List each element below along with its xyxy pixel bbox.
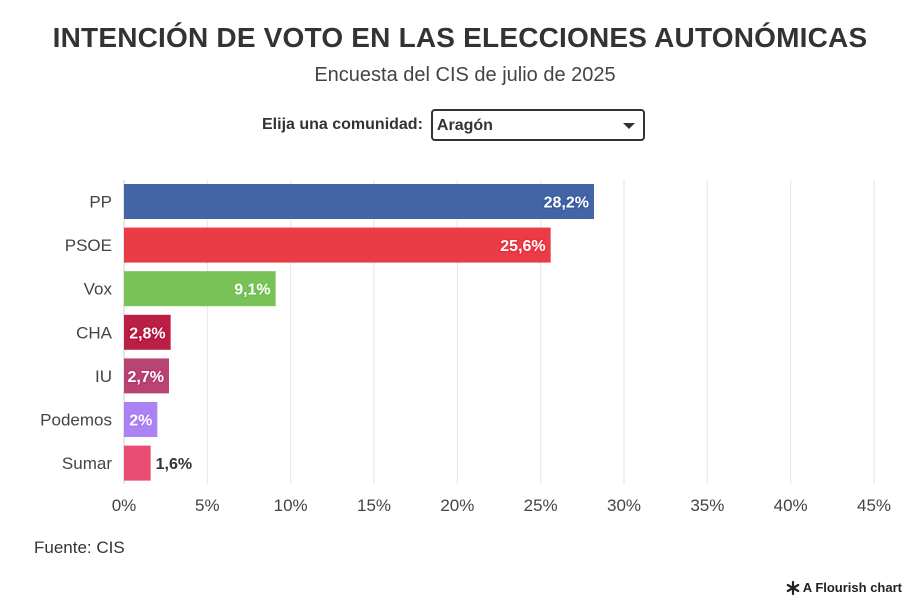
category-label: PSOE — [65, 236, 112, 255]
flourish-credit-link[interactable]: A Flourish chart — [786, 580, 902, 595]
x-tick-label: 15% — [357, 496, 391, 515]
bar-psoe[interactable] — [124, 227, 551, 263]
x-tick-label: 35% — [690, 496, 724, 515]
bar-pp[interactable] — [124, 184, 594, 219]
bar-sumar[interactable] — [124, 445, 151, 481]
x-tick-label: 20% — [440, 496, 474, 515]
chart-subtitle: Encuesta del CIS de julio de 2025 — [314, 64, 616, 86]
x-tick-label: 0% — [112, 496, 137, 515]
flourish-credit-text: A Flourish chart — [802, 580, 902, 595]
value-label: 9,1% — [234, 282, 270, 299]
category-label: PP — [89, 193, 112, 212]
category-label: Sumar — [62, 454, 112, 473]
x-tick-label: 25% — [524, 496, 558, 515]
value-label: 2,7% — [128, 369, 164, 386]
category-label: Vox — [84, 280, 113, 299]
bar-cha[interactable] — [124, 314, 171, 350]
community-filter: Elija una comunidad: Aragón — [262, 108, 645, 142]
value-label: 28,2% — [544, 195, 589, 212]
bar-iu[interactable] — [124, 358, 169, 394]
category-label: Podemos — [40, 411, 112, 430]
community-select-value: Aragón — [436, 117, 493, 134]
community-select[interactable]: Aragón — [430, 109, 645, 141]
value-label: 25,6% — [500, 238, 545, 255]
value-label: 2% — [129, 413, 152, 430]
bar-vox[interactable] — [124, 271, 276, 307]
x-tick-label: 40% — [774, 496, 808, 515]
x-tick-label: 45% — [857, 496, 891, 515]
x-tick-label: 10% — [274, 496, 308, 515]
x-tick-label: 5% — [195, 496, 220, 515]
value-label: 2,8% — [129, 325, 165, 342]
flourish-asterisk-icon — [786, 580, 800, 595]
community-filter-label: Elija una comunidad: — [262, 116, 423, 133]
chevron-down-icon — [622, 123, 635, 129]
category-label: IU — [95, 367, 112, 386]
x-tick-label: 30% — [607, 496, 641, 515]
chart-title: INTENCIÓN DE VOTO EN LAS ELECCIONES AUTO… — [52, 22, 868, 53]
category-label: CHA — [76, 323, 113, 342]
source-note: Fuente: CIS — [34, 538, 125, 557]
bar-podemos[interactable] — [124, 402, 158, 437]
value-label: 1,6% — [156, 456, 192, 473]
